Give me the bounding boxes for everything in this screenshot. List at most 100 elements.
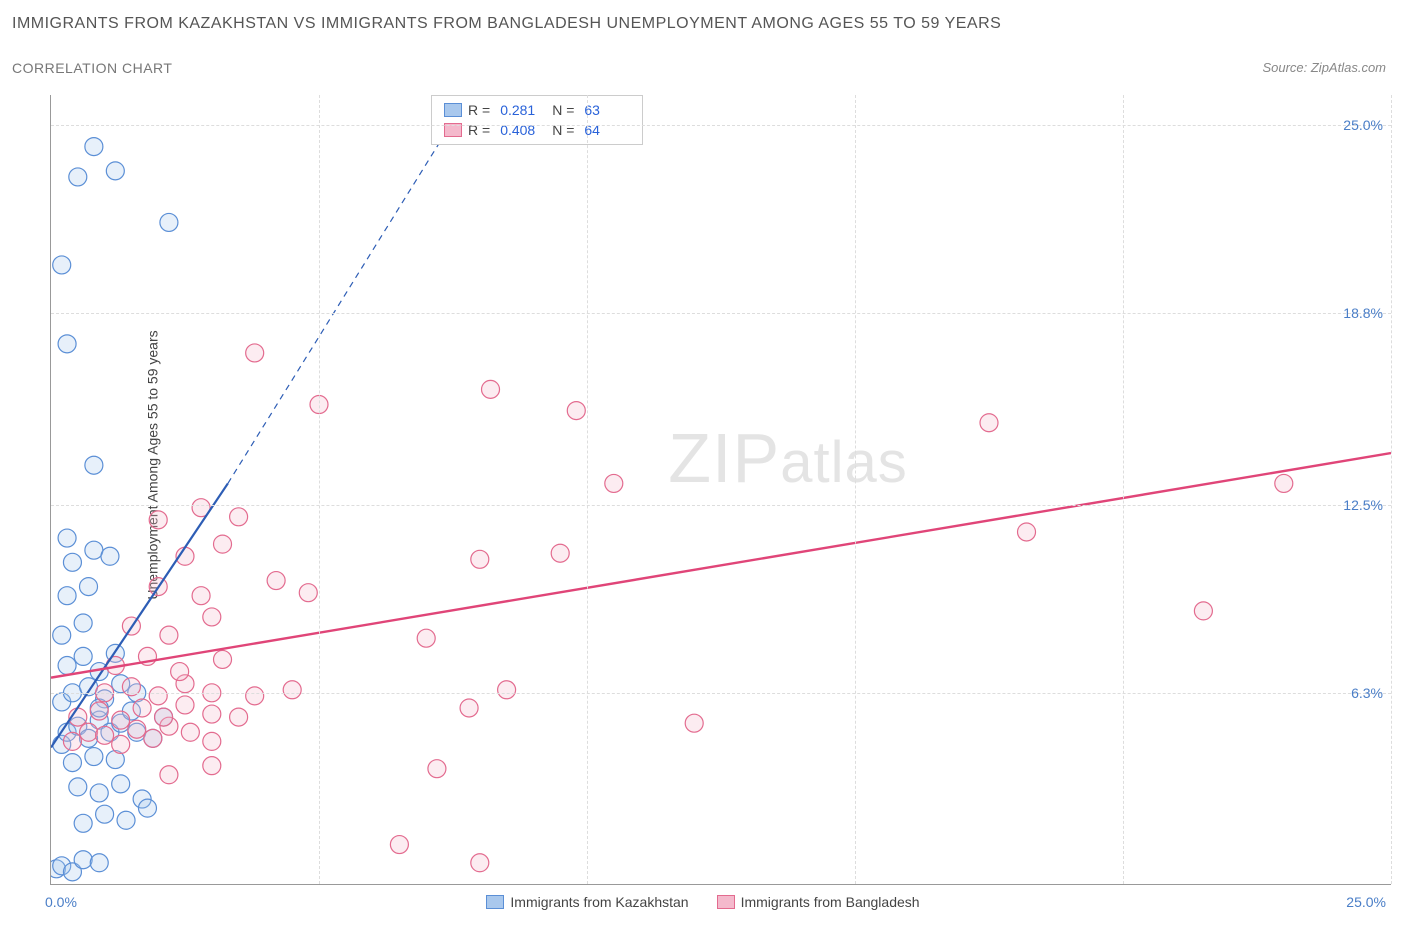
data-point	[74, 614, 92, 632]
data-point	[117, 811, 135, 829]
data-point	[74, 851, 92, 869]
data-point	[63, 754, 81, 772]
chart-subtitle: CORRELATION CHART	[12, 60, 172, 76]
legend-swatch	[486, 895, 504, 909]
legend-series-label: Immigrants from Kazakhstan	[510, 894, 688, 910]
trend-line	[51, 453, 1391, 678]
gridline-h	[51, 313, 1391, 314]
chart-title: IMMIGRANTS FROM KAZAKHSTAN VS IMMIGRANTS…	[12, 15, 1001, 33]
data-point	[85, 138, 103, 156]
data-point	[149, 511, 167, 529]
source-attribution: Source: ZipAtlas.com	[1262, 60, 1386, 75]
data-point	[160, 766, 178, 784]
legend-stat-row: R =0.408N =64	[444, 120, 630, 140]
data-point	[980, 414, 998, 432]
data-point	[112, 775, 130, 793]
data-point	[482, 380, 500, 398]
data-point	[58, 335, 76, 353]
data-point	[181, 723, 199, 741]
legend-stats: R = 0.281 N = 63 R =0.408N =64	[431, 95, 643, 145]
legend-series-item: Immigrants from Kazakhstan	[486, 894, 688, 910]
data-point	[133, 699, 151, 717]
data-point	[390, 836, 408, 854]
gridline-h	[51, 125, 1391, 126]
data-point	[1018, 523, 1036, 541]
data-point	[417, 629, 435, 647]
data-point	[74, 814, 92, 832]
data-point	[144, 729, 162, 747]
data-point	[551, 544, 569, 562]
data-point	[58, 657, 76, 675]
data-point	[85, 541, 103, 559]
data-point	[85, 456, 103, 474]
legend-r-label: R =	[468, 102, 490, 118]
legend-r-value: 0.281	[500, 102, 546, 118]
data-point	[471, 550, 489, 568]
y-tick-label: 12.5%	[1343, 497, 1383, 513]
data-point	[155, 708, 173, 726]
gridline-v	[855, 95, 856, 884]
data-point	[85, 748, 103, 766]
data-point	[428, 760, 446, 778]
scatter-svg	[51, 95, 1391, 884]
y-tick-label: 25.0%	[1343, 117, 1383, 133]
data-point	[106, 162, 124, 180]
data-point	[230, 708, 248, 726]
data-point	[53, 256, 71, 274]
data-point	[90, 854, 108, 872]
data-point	[101, 547, 119, 565]
data-point	[58, 529, 76, 547]
legend-n-value: 63	[584, 102, 630, 118]
data-point	[214, 650, 232, 668]
data-point	[460, 699, 478, 717]
data-point	[80, 578, 98, 596]
gridline-v	[587, 95, 588, 884]
data-point	[471, 854, 489, 872]
legend-series-label: Immigrants from Bangladesh	[741, 894, 920, 910]
data-point	[112, 711, 130, 729]
data-point	[74, 647, 92, 665]
data-point	[90, 702, 108, 720]
data-point	[203, 705, 221, 723]
data-point	[203, 608, 221, 626]
data-point	[214, 535, 232, 553]
gridline-h	[51, 505, 1391, 506]
legend-series-item: Immigrants from Bangladesh	[717, 894, 920, 910]
data-point	[149, 687, 167, 705]
gridline-v	[1391, 95, 1392, 884]
data-point	[685, 714, 703, 732]
data-point	[80, 723, 98, 741]
data-point	[53, 626, 71, 644]
data-point	[69, 168, 87, 186]
legend-stat-row: R = 0.281 N = 63	[444, 100, 630, 120]
gridline-v	[1123, 95, 1124, 884]
data-point	[63, 732, 81, 750]
data-point	[160, 626, 178, 644]
data-point	[96, 726, 114, 744]
trend-line-extrapolation	[228, 95, 469, 483]
y-tick-label: 18.8%	[1343, 305, 1383, 321]
legend-series: Immigrants from Kazakhstan Immigrants fro…	[0, 894, 1406, 912]
chart-plot-area: ZIPatlas R =0.281N =63R =0.408N =64 6.3%…	[50, 95, 1391, 885]
data-point	[299, 584, 317, 602]
data-point	[567, 402, 585, 420]
gridline-h	[51, 693, 1391, 694]
gridline-v	[319, 95, 320, 884]
data-point	[128, 720, 146, 738]
data-point	[192, 587, 210, 605]
data-point	[605, 474, 623, 492]
y-tick-label: 6.3%	[1351, 685, 1383, 701]
data-point	[246, 687, 264, 705]
data-point	[58, 587, 76, 605]
data-point	[498, 681, 516, 699]
data-point	[203, 757, 221, 775]
data-point	[96, 805, 114, 823]
data-point	[138, 799, 156, 817]
data-point	[1194, 602, 1212, 620]
data-point	[160, 213, 178, 231]
data-point	[90, 784, 108, 802]
legend-n-label: N =	[552, 102, 574, 118]
data-point	[176, 696, 194, 714]
legend-swatch	[444, 103, 462, 117]
data-point	[69, 778, 87, 796]
